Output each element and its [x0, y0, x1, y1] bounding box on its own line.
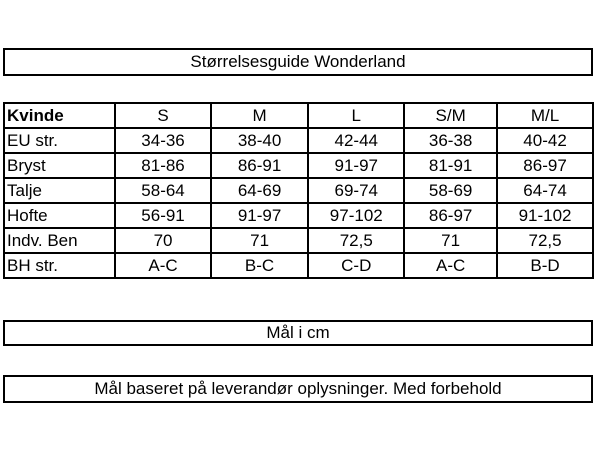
table-cell: 36-38 — [403, 127, 499, 154]
table-cell: 71 — [403, 227, 499, 254]
row-label: BH str. — [2, 252, 117, 279]
row-label: Bryst — [2, 152, 117, 179]
table-row: Indv. Ben 70 71 72,5 71 72,5 — [2, 227, 594, 254]
table-cell: L — [307, 102, 406, 129]
table-cell: S/M — [403, 102, 499, 129]
table-cell: 58-69 — [403, 177, 499, 204]
row-label: Kvinde — [2, 102, 117, 129]
table-cell: 56-91 — [114, 202, 212, 229]
table-header: Kvinde S M L S/M M/L — [2, 102, 594, 129]
size-table: Kvinde S M L S/M M/L EU str. 34-36 38-40 42-44 36-… — [2, 102, 594, 279]
table-row: EU str. 34-36 38-40 42-44 36-38 40-42 — [2, 127, 594, 154]
table-cell: 64-69 — [209, 177, 310, 204]
table-cell: B-D — [496, 252, 594, 279]
table-cell: 34-36 — [114, 127, 212, 154]
table-cell: 86-97 — [403, 202, 499, 229]
table-cell: 38-40 — [209, 127, 310, 154]
table-cell: 86-97 — [496, 152, 594, 179]
disclaimer: Mål baseret på leverandør oplysninger. M… — [3, 375, 593, 403]
unit-note: Mål i cm — [3, 320, 593, 346]
table-cell: 72,5 — [496, 227, 594, 254]
table-cell: 91-102 — [496, 202, 594, 229]
table-cell: 40-42 — [496, 127, 594, 154]
table-cell: 69-74 — [307, 177, 406, 204]
table-cell: 64-74 — [496, 177, 594, 204]
page-title: Størrelsesguide Wonderland — [3, 48, 593, 76]
row-label: EU str. — [2, 127, 117, 154]
table-cell: A-C — [403, 252, 499, 279]
table-row: Bryst 81-86 86-91 91-97 81-91 86-97 — [2, 152, 594, 179]
table-cell: 86-91 — [209, 152, 310, 179]
table-cell: 58-64 — [114, 177, 212, 204]
table-cell: 71 — [209, 227, 310, 254]
table-row: Talje 58-64 64-69 69-74 58-69 64-74 — [2, 177, 594, 204]
table-cell: 42-44 — [307, 127, 406, 154]
table-cell: 81-91 — [403, 152, 499, 179]
table-cell: S — [114, 102, 212, 129]
table-cell: 70 — [114, 227, 212, 254]
table-cell: 97-102 — [307, 202, 406, 229]
table-cell: 81-86 — [114, 152, 212, 179]
table-cell: C-D — [307, 252, 406, 279]
row-label: Indv. Ben — [2, 227, 117, 254]
table-cell: M — [209, 102, 310, 129]
table-cell: 91-97 — [307, 152, 406, 179]
table-cell: A-C — [114, 252, 212, 279]
table-cell: B-C — [209, 252, 310, 279]
table-cell: 91-97 — [209, 202, 310, 229]
table-row: BH str. A-C B-C C-D A-C B-D — [2, 252, 594, 279]
table-cell: M/L — [496, 102, 594, 129]
row-label: Talje — [2, 177, 117, 204]
table-cell: 72,5 — [307, 227, 406, 254]
table-row: Hofte 56-91 91-97 97-102 86-97 91-102 — [2, 202, 594, 229]
row-label: Hofte — [2, 202, 117, 229]
